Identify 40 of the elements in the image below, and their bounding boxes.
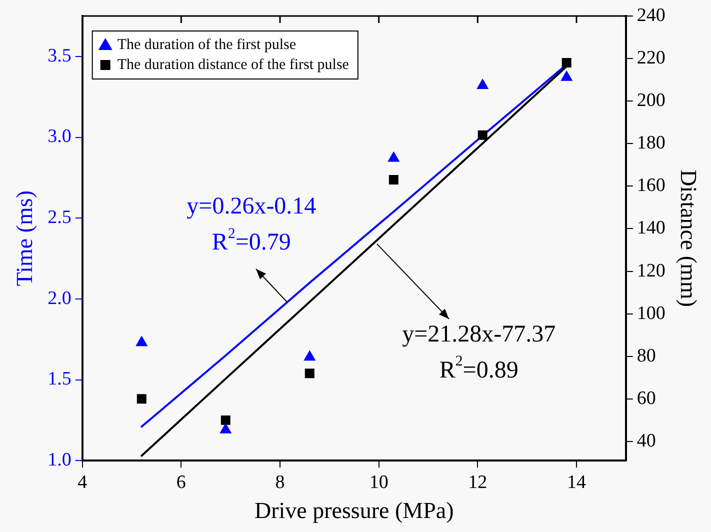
x-tick-label: 4: [78, 472, 88, 493]
point: [562, 58, 572, 68]
y2-tick-label: 240: [636, 4, 666, 26]
x-axis-title: Drive pressure (MPa): [254, 498, 454, 524]
y2-tick-label: 100: [636, 302, 666, 324]
y2-tick-label: 40: [636, 430, 656, 452]
x-tick-label: 12: [468, 472, 488, 493]
x-tick-label: 10: [369, 472, 388, 493]
y2-tick-label: 80: [636, 345, 656, 366]
y2-axis-title: Distance (mm): [676, 170, 702, 307]
x-tick-label: 6: [176, 472, 186, 493]
point: [476, 79, 488, 90]
y-tick-label: 3.0: [48, 126, 72, 148]
y2-tick-label: 120: [636, 260, 666, 282]
y-tick-label: 3.5: [48, 45, 72, 66]
point: [220, 415, 230, 425]
y2-tick-label: 200: [636, 90, 666, 112]
point: [220, 423, 232, 434]
point: [136, 394, 146, 404]
legend-label: The duration distance of the first pulse: [117, 56, 350, 73]
point: [388, 175, 398, 185]
x-tick-label: 8: [275, 472, 285, 493]
legend-label: The duration of the first pulse: [117, 36, 296, 53]
point: [304, 368, 314, 378]
y-tick-label: 1.0: [48, 450, 72, 471]
y2-tick-label: 140: [636, 218, 666, 239]
y2-tick-label: 60: [636, 388, 656, 409]
point: [304, 350, 316, 361]
y-axis-title: Time (ms): [12, 190, 37, 286]
y-tick-label: 2.0: [48, 288, 72, 309]
y2-tick-label: 220: [636, 48, 666, 69]
point: [560, 70, 572, 81]
y-tick-label: 1.5: [48, 368, 72, 390]
point: [136, 336, 148, 346]
y2-tick-label: 160: [636, 175, 666, 196]
x-tick-label: 14: [566, 472, 586, 493]
point: [478, 130, 488, 140]
point: [388, 152, 400, 162]
y-tick-label: 2.5: [48, 207, 72, 228]
y2-tick-label: 180: [636, 132, 666, 154]
